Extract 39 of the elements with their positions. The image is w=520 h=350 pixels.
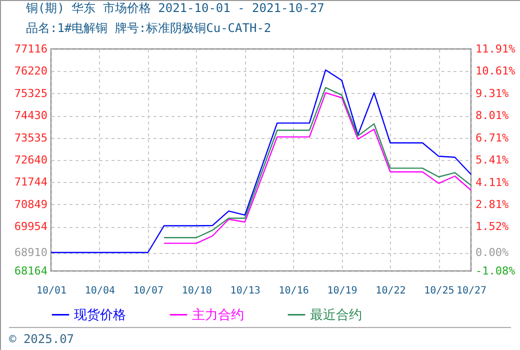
y-tick-label: 69954 [14, 220, 48, 234]
legend-label: 最近合约 [310, 308, 362, 323]
y-tick-label: 71744 [14, 176, 48, 189]
y-tick-label: 73535 [14, 131, 48, 144]
y2-tick-label: 9.31% [476, 86, 509, 100]
y2-tick-label: 4.11% [476, 176, 509, 189]
y2-tick-label: 0.00% [476, 246, 509, 260]
x-tick-label: 10/01 [36, 286, 67, 296]
text: © 2025.07 [9, 332, 74, 346]
y2-tick-label: -1.08% [476, 264, 516, 278]
chart-subtitle: 品名:1#电解铜 牌号:标准阴极铜Cu-CATH-2 [26, 21, 272, 35]
x-tick-label: 10/19 [327, 286, 358, 296]
x-tick-label: 10/13 [230, 286, 260, 296]
y-tick-label: 68164 [14, 264, 48, 278]
y2-tick-label: 8.01% [476, 109, 509, 122]
y-tick-label: 68910 [14, 246, 48, 259]
x-tick-label: 10/10 [182, 286, 212, 296]
y-tick-label: 75325 [14, 86, 48, 100]
legend-label: 现货价格 [74, 308, 126, 323]
x-tick-label: 10/27 [456, 286, 487, 296]
y-tick-label: 77116 [14, 42, 48, 56]
y2-tick-label: 11.91% [476, 42, 516, 56]
x-tick-label: 10/16 [278, 286, 309, 296]
line-series [50, 69, 472, 254]
y-tick-label: 74430 [14, 109, 48, 122]
legend-label: 主力合约 [192, 306, 244, 323]
y2-tick-label: 5.41% [476, 154, 509, 167]
y2-tick-label: 2.81% [476, 198, 509, 212]
y-tick-label: 76220 [14, 64, 48, 78]
y-tick-label: 70849 [14, 198, 48, 211]
x-tick-label: 10/22 [376, 286, 406, 296]
x-tick-label: 10/04 [84, 286, 116, 296]
x-tick-label: 10/25 [424, 286, 454, 296]
y2-tick-label: 10.61% [476, 64, 516, 78]
chart-title: 铜(期) 华东 市场价格 2021-10-01 - 2021-10-27 [25, 1, 324, 15]
y2-tick-label: 1.52% [476, 220, 509, 234]
x-tick-label: 10/07 [133, 286, 164, 296]
y-tick-label: 72640 [14, 154, 48, 166]
y2-tick-label: 6.71% [476, 131, 509, 144]
